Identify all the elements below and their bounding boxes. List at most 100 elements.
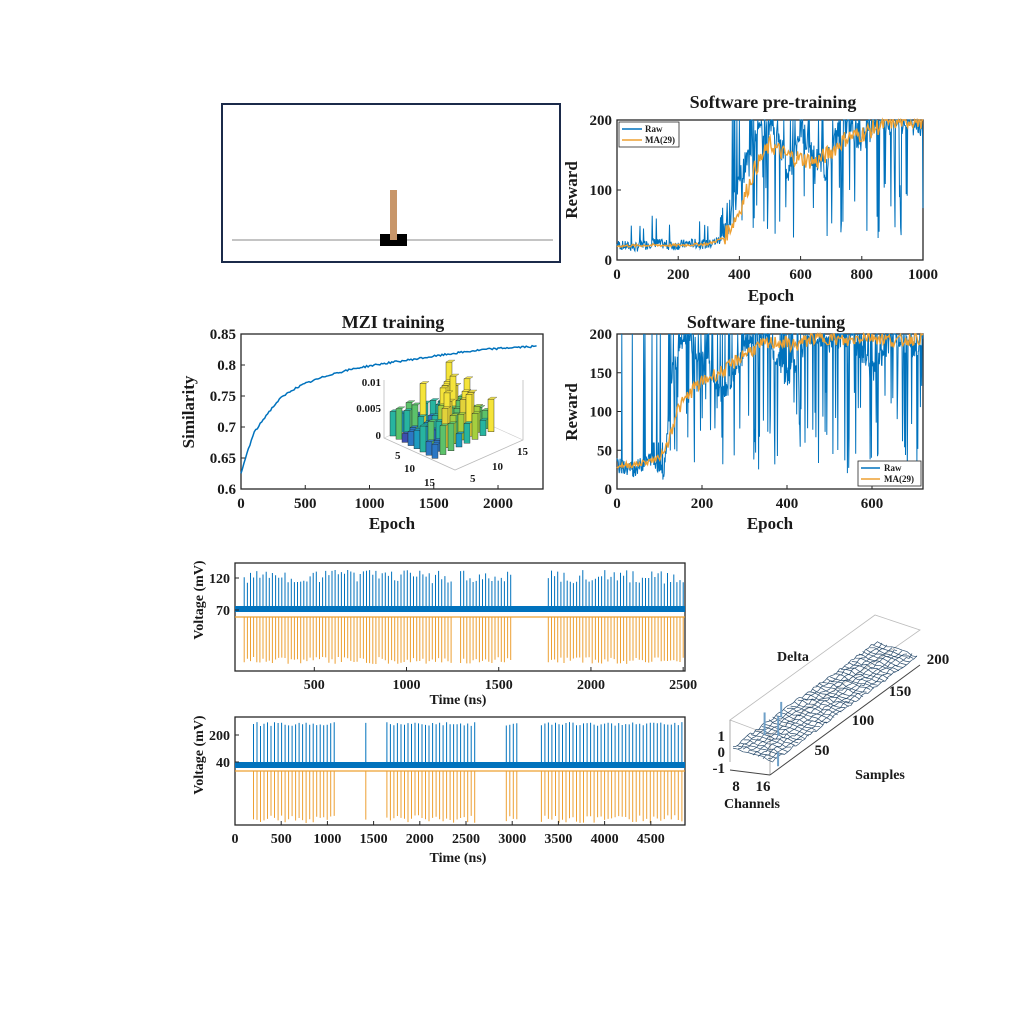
input-pulses xyxy=(253,771,683,823)
delta-ztick-0: 0 xyxy=(718,745,726,761)
inset-bar-top xyxy=(419,381,430,384)
delta-ztick-neg1: -1 xyxy=(713,761,726,777)
xtick-label: 0 xyxy=(232,832,239,847)
inset-bar xyxy=(419,425,427,453)
inset-bar xyxy=(463,423,471,444)
xtick-label: 2000 xyxy=(406,832,434,847)
xtick-label: 1500 xyxy=(360,832,388,847)
mzi-xlabel: Epoch xyxy=(369,514,416,533)
xtick-label: 500 xyxy=(294,496,317,512)
finetuning-chart: Software fine-tuning 0 200 400 600 0 50 100 150… xyxy=(562,312,924,533)
inset-bar-top xyxy=(443,390,454,394)
pretraining-chart: Software pre-training 0 200 400 600 800 10000… xyxy=(562,92,938,305)
ytick-label: 100 xyxy=(590,405,613,421)
xtick-label: 3000 xyxy=(498,832,526,847)
mzi-inset-bars xyxy=(383,359,524,471)
ma-series-line xyxy=(616,331,924,470)
mzi-title: MZI training xyxy=(342,312,445,332)
voltage1-ticks: 500 1000 1500 2000 2500 70 120 xyxy=(209,572,697,693)
delta-title: Delta xyxy=(777,650,809,665)
similarity-line xyxy=(240,344,537,474)
inset-ztick-0.005: 0.005 xyxy=(356,403,381,415)
inset-bar-top xyxy=(445,359,456,363)
mzi-ticks: 0 500 1000 1500 2000 0.6 0.65 0.7 0.75 0.8 0.85 xyxy=(210,327,513,512)
xtick-label: 500 xyxy=(304,678,325,693)
inset-bar xyxy=(439,425,447,455)
voltage2-ticks: 0 500 1000 1500 2000 2500 3000 3500 4000 4500 40 20… xyxy=(209,729,665,847)
voltage2-chart: 0 500 1000 1500 2000 2500 3000 3500 4000 4500 40 20… xyxy=(192,715,686,866)
finetuning-ticks: 0 200 400 600 0 50 100 150 200 xyxy=(590,327,884,512)
pretraining-title: Software pre-training xyxy=(690,92,857,112)
finetuning-legend-box xyxy=(857,460,922,487)
inset-bar xyxy=(479,419,487,436)
delta-box xyxy=(729,614,921,776)
pretraining-ylabel: Reward xyxy=(562,161,581,219)
xtick-label: 0 xyxy=(237,496,245,512)
cartpole-panel xyxy=(221,103,561,263)
xtick-label: 1000 xyxy=(313,832,341,847)
inset-bar-top xyxy=(429,398,440,401)
xtick-label: 1500 xyxy=(485,678,513,693)
pretraining-legend-raw: Raw xyxy=(645,124,663,134)
inset-rowtick-15: 15 xyxy=(424,477,436,489)
inset-rowtick-5: 5 xyxy=(395,450,401,462)
xtick-label: 200 xyxy=(691,496,714,512)
xtick-label: 500 xyxy=(271,832,292,847)
xtick-label: 200 xyxy=(667,267,690,283)
inset-bar-top xyxy=(473,404,484,407)
voltage2-ylabel: Voltage (mV) xyxy=(192,715,207,795)
ytick-label: 70 xyxy=(216,604,230,619)
inset-bar-top xyxy=(465,392,476,395)
xtick-label: 600 xyxy=(789,267,812,283)
inset-bar-top xyxy=(405,400,416,403)
ytick-label: 0.85 xyxy=(210,327,236,343)
inset-bar xyxy=(447,423,455,452)
inset-bar xyxy=(395,408,403,440)
ytick-label: 120 xyxy=(209,572,230,587)
inset-bar xyxy=(389,411,397,437)
ytick-label: 0.8 xyxy=(217,358,236,374)
finetuning-ylabel: Reward xyxy=(562,383,581,441)
input-pulses xyxy=(243,617,684,664)
delta-ylabel: Samples xyxy=(855,768,905,783)
delta-channeltick-16: 16 xyxy=(756,779,772,795)
inset-bar-top xyxy=(441,406,452,409)
finetuning-raw-noise xyxy=(616,333,924,480)
inset-bar-top xyxy=(417,414,428,417)
inset-bar-top xyxy=(471,411,482,414)
ytick-label: 100 xyxy=(590,183,613,199)
inset-frame xyxy=(383,380,524,471)
delta-channels-axis xyxy=(729,769,771,776)
ma-series-line xyxy=(616,117,923,249)
xtick-label: 2500 xyxy=(452,832,480,847)
mzi-series xyxy=(240,344,537,474)
inset-bar xyxy=(425,441,433,456)
xtick-label: 3500 xyxy=(544,832,572,847)
xtick-label: 800 xyxy=(851,267,874,283)
pretraining-legend-box xyxy=(618,121,680,148)
pretraining-series xyxy=(616,117,923,249)
inset-coltick-15: 15 xyxy=(517,446,529,458)
cartpole-pole xyxy=(390,190,397,240)
inset-bar xyxy=(471,413,479,440)
xtick-label: 4000 xyxy=(591,832,619,847)
inset-bar-top xyxy=(411,402,422,406)
finetuning-xlabel: Epoch xyxy=(747,514,794,533)
delta-chart: Delta 1 0 -1 8 16 50 100 150 200 Channel… xyxy=(713,614,949,812)
finetuning-legend: Raw MA(29) xyxy=(857,460,922,487)
pretraining-xlabel: Epoch xyxy=(748,286,795,305)
mzi-ylabel: Similarity xyxy=(179,375,198,448)
delta-surface xyxy=(732,641,918,767)
pretraining-ticks: 0 200 400 600 800 1000 0 100 200 xyxy=(590,113,939,283)
ytick-label: 150 xyxy=(590,366,613,382)
xtick-label: 400 xyxy=(776,496,799,512)
delta-samples-axis xyxy=(769,664,921,776)
output-spikes xyxy=(243,570,684,609)
xtick-label: 400 xyxy=(728,267,751,283)
inset-bar xyxy=(413,430,421,449)
ytick-label: 0.6 xyxy=(217,482,236,498)
inset-bar xyxy=(487,398,495,432)
inset-bar-top xyxy=(427,419,438,422)
voltage1-ylabel: Voltage (mV) xyxy=(192,560,207,640)
